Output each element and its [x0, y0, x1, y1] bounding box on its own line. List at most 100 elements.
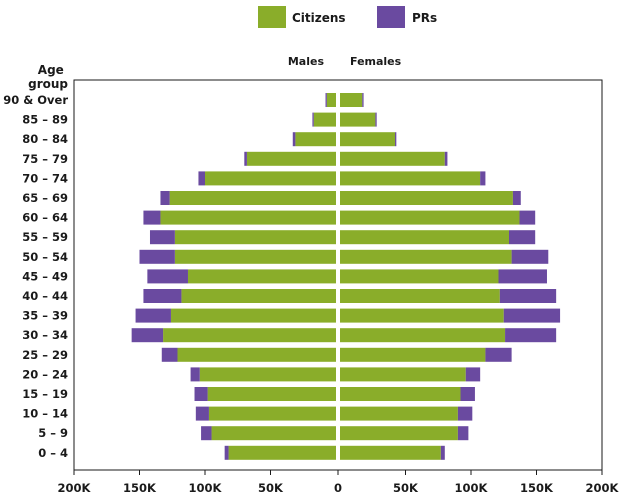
bar-males-prs-30-34	[131, 328, 164, 343]
bar-males-prs-5-9	[201, 426, 212, 441]
x-tick-label: 150K	[123, 481, 157, 495]
bar-females-prs-90-over	[362, 93, 364, 107]
bar-females-citizens-5-9	[340, 426, 458, 441]
bar-females-citizens-70-74	[340, 171, 481, 186]
category-label-40-44: 40 – 44	[22, 289, 68, 303]
category-label-0-4: 0 – 4	[38, 446, 68, 460]
category-labels: 90 & Over 85 – 89 80 – 84 75 – 79 70 – 74 65 …	[3, 93, 68, 460]
category-label-50-54: 50 – 54	[22, 250, 68, 264]
bars-layer	[131, 93, 561, 460]
bar-females-prs-85-89	[375, 112, 377, 127]
category-label-5-9: 5 – 9	[38, 426, 68, 440]
bar-females-citizens-40-44	[340, 289, 500, 303]
bar-females-prs-10-14	[457, 406, 473, 421]
age-group-axis-title: Age group	[28, 63, 68, 91]
bar-males-prs-15-19	[194, 387, 208, 401]
bar-females-citizens-85-89	[340, 112, 376, 127]
category-label-90-over: 90 & Over	[3, 93, 68, 107]
bar-males-citizens-20-24	[199, 367, 336, 382]
bar-females-prs-55-59	[508, 230, 536, 245]
bar-females-prs-75-79	[444, 151, 448, 166]
x-tick-label: 50K	[393, 481, 419, 495]
category-label-35-39: 35 – 39	[22, 309, 68, 323]
bar-males-prs-65-69	[160, 191, 170, 205]
bar-males-citizens-40-44	[181, 289, 336, 303]
category-label-15-19: 15 – 19	[22, 387, 68, 401]
bar-males-citizens-45-49	[187, 269, 336, 284]
bar-females-prs-35-39	[503, 308, 561, 323]
bar-females-prs-15-19	[460, 387, 475, 401]
legend: Citizens PRs	[258, 6, 437, 28]
category-label-65-69: 65 – 69	[22, 191, 68, 205]
bar-males-prs-25-29	[161, 347, 178, 362]
category-label-85-89: 85 – 89	[22, 113, 68, 127]
females-label: Females	[350, 55, 402, 68]
bar-males-citizens-75-79	[246, 151, 336, 166]
category-label-20-24: 20 – 24	[22, 367, 68, 381]
bar-females-citizens-30-34	[340, 328, 506, 343]
bar-males-citizens-80-84	[295, 132, 336, 147]
males-label: Males	[288, 55, 325, 68]
bar-males-prs-60-64	[143, 210, 161, 225]
bar-females-prs-40-44	[499, 289, 557, 303]
bar-females-prs-70-74	[480, 171, 486, 186]
category-label-25-29: 25 – 29	[22, 348, 68, 362]
x-tick-label: 0	[334, 481, 342, 495]
bar-males-citizens-0-4	[228, 445, 336, 460]
bar-females-prs-50-54	[511, 249, 549, 264]
bar-females-citizens-90-over	[340, 93, 363, 107]
bar-females-prs-60-64	[519, 210, 536, 225]
bar-males-prs-75-79	[244, 151, 247, 166]
bar-males-citizens-90-over	[326, 93, 336, 107]
bar-females-citizens-60-64	[340, 210, 520, 225]
bar-females-citizens-80-84	[340, 132, 396, 147]
bar-males-prs-70-74	[198, 171, 205, 186]
bar-males-citizens-65-69	[169, 191, 336, 205]
bar-males-prs-45-49	[147, 269, 188, 284]
bar-females-citizens-50-54	[340, 249, 512, 264]
bar-males-prs-10-14	[195, 406, 209, 421]
category-label-55-59: 55 – 59	[22, 230, 68, 244]
bar-males-prs-0-4	[224, 445, 229, 460]
bar-females-citizens-0-4	[340, 445, 441, 460]
bar-males-citizens-35-39	[170, 308, 336, 323]
x-tick-label: 150K	[520, 481, 554, 495]
bar-males-prs-40-44	[143, 289, 182, 303]
bar-females-citizens-65-69	[340, 191, 513, 205]
legend-label-citizens: Citizens	[292, 11, 346, 25]
bar-females-citizens-25-29	[340, 347, 486, 362]
category-label-80-84: 80 – 84	[22, 132, 68, 146]
bar-females-citizens-20-24	[340, 367, 466, 382]
bar-females-prs-20-24	[465, 367, 481, 382]
legend-swatch-prs	[377, 6, 405, 28]
bar-males-prs-20-24	[190, 367, 200, 382]
x-tick-label: 100K	[189, 481, 223, 495]
bar-females-citizens-75-79	[340, 151, 445, 166]
x-tick-label: 50K	[258, 481, 284, 495]
bar-females-prs-80-84	[395, 132, 397, 147]
bar-males-prs-85-89	[312, 112, 314, 127]
bar-males-prs-80-84	[292, 132, 296, 147]
x-tick-label: 200K	[58, 481, 92, 495]
bar-males-citizens-70-74	[205, 171, 336, 186]
bar-females-prs-25-29	[485, 347, 512, 362]
category-label-10-14: 10 – 14	[22, 407, 68, 421]
bar-females-citizens-10-14	[340, 406, 458, 421]
bar-males-prs-55-59	[149, 230, 175, 245]
bar-females-prs-30-34	[505, 328, 557, 343]
bar-males-citizens-25-29	[177, 347, 336, 362]
bar-males-prs-35-39	[135, 308, 171, 323]
legend-label-prs: PRs	[412, 11, 437, 25]
category-label-60-64: 60 – 64	[22, 211, 68, 225]
bar-males-citizens-60-64	[160, 210, 336, 225]
bar-males-citizens-85-89	[313, 112, 336, 127]
bar-males-prs-50-54	[139, 249, 175, 264]
x-axis-ticks: 200K 150K 100K 50K 0 50K 100K 150K 200K	[58, 470, 620, 495]
bar-males-citizens-30-34	[163, 328, 336, 343]
category-label-45-49: 45 – 49	[22, 269, 68, 283]
x-tick-label: 200K	[586, 481, 620, 495]
bar-females-prs-0-4	[440, 445, 445, 460]
category-label-75-79: 75 – 79	[22, 152, 68, 166]
bar-males-citizens-55-59	[174, 230, 336, 245]
